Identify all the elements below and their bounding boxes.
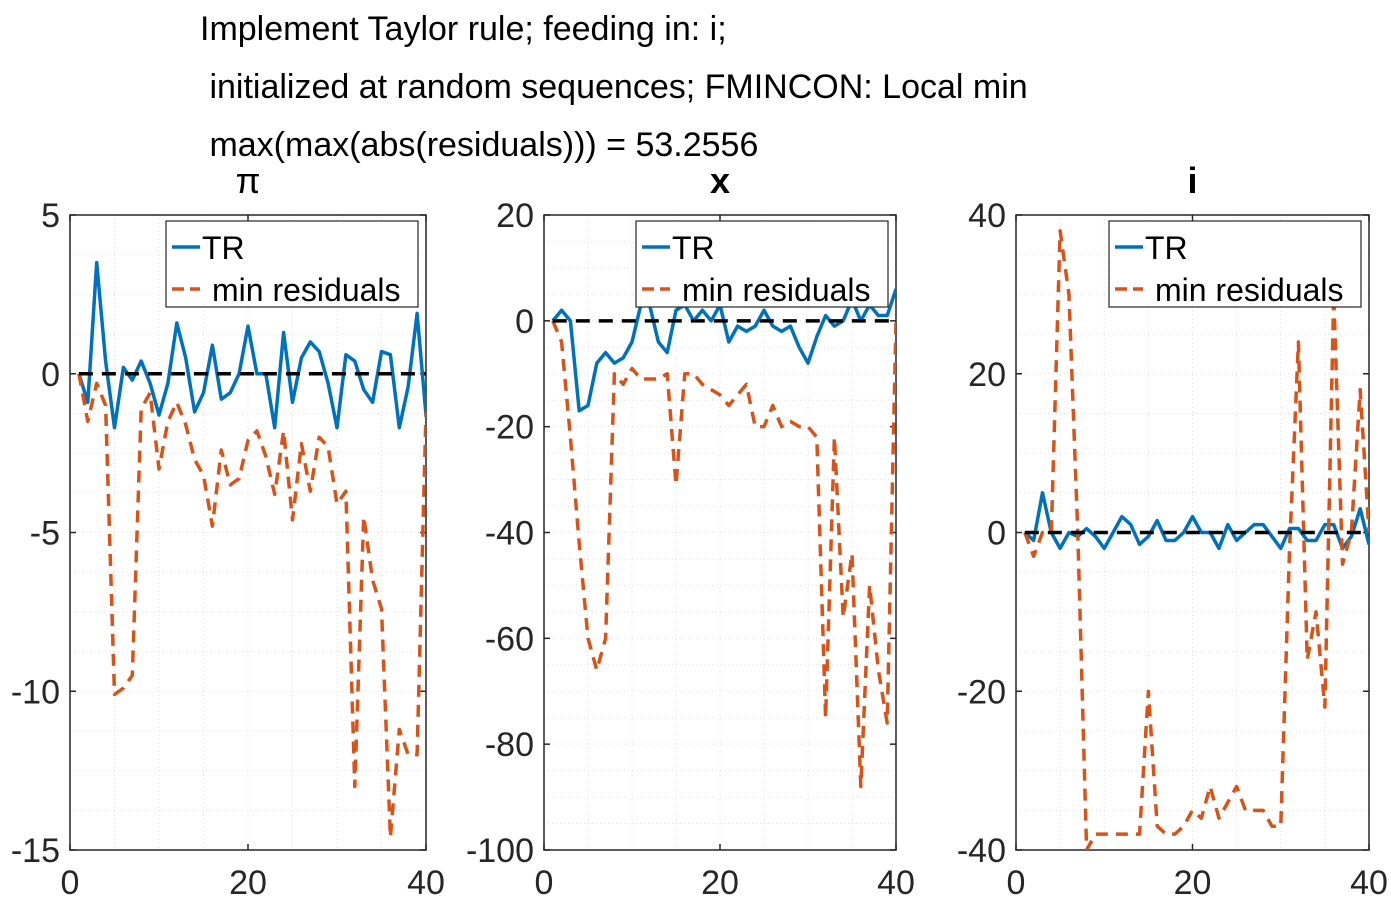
chart-panel-1: 0 20 40 -15 -10 -5 0 5 π TR min residuals — [11, 160, 445, 901]
y-tick-label: -80 — [485, 726, 534, 764]
legend: TR min residuals — [635, 220, 889, 308]
y-tick-label: 40 — [968, 197, 1006, 235]
series-line-min-residuals — [1023, 229, 1369, 850]
y-tick-label: -60 — [485, 620, 534, 658]
y-tick-label: 20 — [496, 197, 534, 235]
x-tick-label: 20 — [229, 864, 267, 901]
y-tick-label: 0 — [987, 515, 1006, 553]
y-tick-label: -40 — [485, 515, 534, 553]
chart-title: x — [710, 160, 730, 201]
legend-label-tr: TR — [672, 230, 715, 266]
y-tick-label: 20 — [968, 356, 1006, 394]
x-tick-label: 0 — [535, 864, 554, 901]
x-tick-label: 40 — [1350, 864, 1388, 901]
series-line-min-residuals — [77, 373, 426, 840]
legend-box — [635, 220, 889, 308]
y-tick-label: 5 — [41, 197, 60, 235]
y-tick-label: -100 — [466, 832, 534, 870]
series-line-min-residuals — [551, 320, 896, 789]
y-tick-label: -5 — [30, 515, 60, 553]
figure-title: Implement Taylor rule; feeding in: i; in… — [200, 0, 1200, 174]
legend: TR min residuals — [165, 220, 419, 308]
legend-box — [165, 220, 419, 308]
legend-box — [1108, 220, 1362, 308]
x-tick-label: 20 — [701, 864, 739, 901]
legend-label-min-residuals: min residuals — [682, 272, 871, 308]
legend: TR min residuals — [1108, 220, 1362, 308]
chart-panel-3: 0 20 40 -40 -20 0 20 40 i TR min residuals — [957, 160, 1388, 901]
legend-label-min-residuals: min residuals — [1155, 272, 1344, 308]
axes-box — [69, 214, 427, 851]
y-tick-label: -20 — [485, 409, 534, 447]
x-tick-label: 0 — [1007, 864, 1026, 901]
x-tick-label: 20 — [1174, 864, 1212, 901]
x-tick-label: 0 — [61, 864, 80, 901]
chart-panel-2: 0 20 40 -100 -80 -60 -40 -20 0 20 x TR min residuals — [466, 160, 915, 901]
x-tick-label: 40 — [407, 864, 445, 901]
y-tick-label: 0 — [41, 356, 60, 394]
figure-title-line-2: initialized at random sequences; FMINCON… — [200, 68, 1028, 106]
x-tick-label: 40 — [877, 864, 915, 901]
series-line-tr — [77, 260, 426, 430]
y-tick-label: 0 — [515, 303, 534, 341]
y-tick-label: -15 — [11, 832, 60, 870]
legend-label-min-residuals: min residuals — [212, 272, 401, 308]
chart-title: π — [236, 160, 261, 201]
legend-label-tr: TR — [1145, 230, 1188, 266]
y-tick-label: -20 — [957, 673, 1006, 711]
chart-title: i — [1187, 160, 1197, 201]
figure-title-line-1: Implement Taylor rule; feeding in: i; — [200, 10, 727, 48]
series-line-tr — [551, 288, 896, 413]
figure-title-line-3: max(max(abs(residuals))) = 53.2556 — [200, 126, 759, 164]
legend-label-tr: TR — [202, 230, 245, 266]
y-tick-label: -40 — [957, 832, 1006, 870]
y-tick-label: -10 — [11, 673, 60, 711]
